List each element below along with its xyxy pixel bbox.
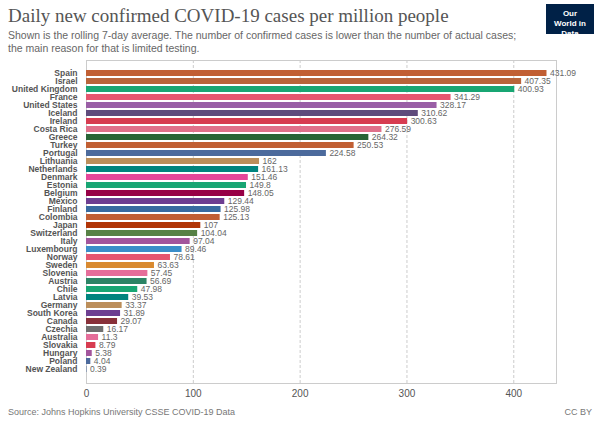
- svg-text:Czechia: Czechia: [45, 324, 78, 335]
- svg-text:149.8: 149.8: [249, 180, 271, 191]
- svg-text:4.04: 4.04: [93, 356, 111, 367]
- svg-text:200: 200: [292, 388, 309, 399]
- svg-text:Italy: Italy: [60, 236, 78, 247]
- svg-text:South Korea: South Korea: [27, 308, 78, 319]
- svg-text:Spain: Spain: [54, 68, 78, 79]
- svg-text:Portugal: Portugal: [43, 148, 78, 159]
- svg-text:47.98: 47.98: [140, 284, 162, 295]
- svg-text:125.13: 125.13: [223, 212, 249, 222]
- html-text:Our World in Data: Our World in Data: [554, 9, 586, 38]
- svg-text:328.17: 328.17: [440, 100, 466, 111]
- html-text:Source: Johns Hopkins Universi: Source: Johns Hopkins University CSSE CO…: [8, 407, 236, 417]
- svg-text:57.45: 57.45: [150, 268, 173, 279]
- svg-text:162: 162: [262, 156, 277, 167]
- svg-text:250.53: 250.53: [357, 140, 383, 150]
- svg-text:129.44: 129.44: [227, 196, 254, 207]
- svg-text:Finland: Finland: [47, 204, 78, 215]
- svg-text:Lithuania: Lithuania: [39, 156, 78, 167]
- html-text:CC BY: CC BY: [564, 407, 592, 417]
- svg-text:56.69: 56.69: [150, 276, 172, 287]
- svg-text:France: France: [49, 92, 78, 103]
- svg-text:264.32: 264.32: [371, 132, 398, 143]
- svg-text:United States: United States: [23, 100, 78, 111]
- svg-text:Sweden: Sweden: [45, 260, 78, 271]
- svg-text:0: 0: [84, 388, 90, 399]
- svg-text:8.79: 8.79: [98, 340, 116, 351]
- svg-text:Japan: Japan: [52, 220, 78, 231]
- svg-text:0.39: 0.39: [90, 364, 107, 374]
- svg-text:89.46: 89.46: [185, 244, 207, 255]
- svg-text:Luxembourg: Luxembourg: [26, 244, 78, 255]
- svg-text:310.62: 310.62: [421, 108, 448, 119]
- svg-text:Canada: Canada: [46, 316, 78, 327]
- svg-text:276.59: 276.59: [384, 124, 411, 135]
- svg-text:Switzerland: Switzerland: [30, 228, 78, 239]
- svg-text:16.17: 16.17: [106, 324, 129, 335]
- svg-text:Estonia: Estonia: [46, 180, 78, 191]
- svg-text:400.93: 400.93: [518, 84, 544, 94]
- svg-text:Belgium: Belgium: [44, 188, 78, 199]
- svg-text:31.89: 31.89: [123, 308, 145, 319]
- svg-text:151.46: 151.46: [251, 172, 278, 183]
- svg-text:33.37: 33.37: [125, 300, 147, 311]
- svg-text:Netherlands: Netherlands: [28, 164, 78, 175]
- svg-text:125.98: 125.98: [224, 204, 251, 215]
- svg-text:431.09: 431.09: [550, 68, 576, 78]
- html-text:Shown is the rolling 7-day ave: Shown is the rolling 7-day average. The …: [8, 29, 517, 54]
- svg-text:Greece: Greece: [48, 132, 78, 143]
- svg-text:29.07: 29.07: [120, 316, 142, 327]
- svg-text:Chile: Chile: [56, 284, 78, 295]
- svg-text:161.13: 161.13: [261, 164, 288, 175]
- svg-text:New Zealand: New Zealand: [26, 364, 78, 374]
- svg-text:Iceland: Iceland: [48, 108, 78, 119]
- svg-text:Australia: Australia: [41, 332, 78, 343]
- svg-text:78.61: 78.61: [173, 252, 195, 263]
- svg-text:Slovakia: Slovakia: [43, 340, 78, 351]
- svg-text:100: 100: [185, 388, 202, 399]
- svg-text:Colombia: Colombia: [38, 212, 78, 223]
- svg-text:Slovenia: Slovenia: [42, 268, 78, 279]
- svg-text:Turkey: Turkey: [50, 140, 78, 151]
- svg-text:104.04: 104.04: [200, 228, 227, 239]
- svg-text:United Kingdom: United Kingdom: [11, 84, 78, 95]
- svg-text:107: 107: [203, 220, 218, 231]
- svg-text:Germany: Germany: [40, 300, 78, 311]
- svg-text:Hungary: Hungary: [43, 348, 78, 359]
- svg-text:Poland: Poland: [49, 356, 78, 367]
- svg-text:Ireland: Ireland: [49, 116, 78, 127]
- html-text:Daily new confirmed COVID-19 c: Daily new confirmed COVID-19 cases per m…: [8, 5, 449, 26]
- svg-text:Norway: Norway: [46, 252, 78, 263]
- svg-text:Denmark: Denmark: [41, 172, 78, 183]
- svg-text:Israel: Israel: [55, 76, 78, 87]
- svg-text:148.05: 148.05: [247, 188, 274, 199]
- svg-text:11.3: 11.3: [101, 332, 118, 343]
- svg-text:Latvia: Latvia: [52, 292, 78, 303]
- svg-text:39.53: 39.53: [131, 292, 153, 303]
- svg-text:300.63: 300.63: [411, 116, 437, 126]
- svg-text:300: 300: [399, 388, 416, 399]
- svg-text:341.29: 341.29: [454, 92, 481, 103]
- svg-text:224.58: 224.58: [329, 148, 355, 158]
- svg-text:63.63: 63.63: [157, 260, 179, 271]
- svg-text:407.35: 407.35: [524, 76, 551, 87]
- svg-text:5.38: 5.38: [95, 348, 112, 359]
- svg-text:Mexico: Mexico: [48, 196, 78, 207]
- svg-text:Austria: Austria: [48, 276, 78, 287]
- svg-text:97.04: 97.04: [193, 236, 215, 247]
- svg-text:400: 400: [505, 388, 522, 399]
- svg-text:Costa Rica: Costa Rica: [33, 124, 78, 135]
